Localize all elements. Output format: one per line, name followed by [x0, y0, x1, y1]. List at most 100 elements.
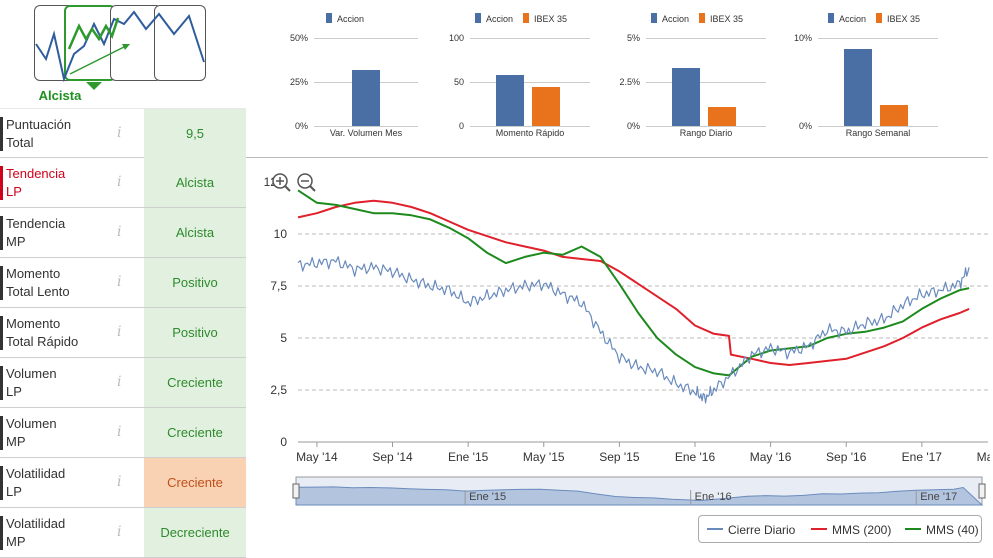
- x-tick-label: May '16: [750, 450, 792, 464]
- score-value: Creciente: [144, 358, 246, 407]
- score-label-line2: LP: [6, 184, 22, 199]
- legend-label: Accion: [337, 14, 365, 24]
- score-label-line2: LP: [6, 484, 22, 499]
- info-icon[interactable]: i: [117, 125, 122, 141]
- legend-item[interactable]: IBEX 35: [876, 13, 920, 24]
- y-tick-label: 0%: [798, 121, 812, 131]
- zoom-out-icon[interactable]: [297, 173, 316, 192]
- gridline: [818, 126, 938, 127]
- series-cierre-diario: [297, 256, 970, 404]
- score-label-line2: MP: [6, 234, 26, 249]
- trend-option-lateral[interactable]: [110, 5, 162, 81]
- legend-swatch: [876, 13, 883, 23]
- legend-swatch: [475, 13, 481, 23]
- score-value: Positivo: [144, 308, 246, 357]
- x-tick-label: Ene '15: [448, 450, 489, 464]
- y-tick-label: 0%: [294, 121, 308, 131]
- gridline: [818, 38, 938, 39]
- bar-ibex: [708, 106, 736, 126]
- legend-item[interactable]: Accion: [475, 13, 513, 24]
- legend-item[interactable]: Accion: [326, 13, 365, 24]
- x-tick-label: Sep '16: [826, 450, 867, 464]
- score-row[interactable]: Momento Total Lento i Positivo: [0, 258, 246, 308]
- score-row[interactable]: Volatilidad MP i Decreciente: [0, 508, 246, 558]
- score-table: Puntuación Total i 9,5 Tendencia LP i Alcista Te…: [0, 108, 246, 558]
- score-label-line2: MP: [6, 534, 26, 549]
- range-navigator[interactable]: Ene '15 Ene '16 Ene '17: [292, 476, 988, 506]
- navigator-series: [295, 486, 984, 506]
- mini-legend: Accion IBEX 35: [475, 13, 577, 24]
- x-axis-label: Rango Semanal: [845, 128, 911, 138]
- score-label: Tendencia LP: [6, 165, 106, 201]
- score-value: Creciente: [144, 408, 246, 457]
- y-tick-label: 0%: [626, 121, 640, 131]
- row-marker: [0, 316, 3, 350]
- row-marker: [0, 266, 3, 300]
- mini-chart: Accion 50% 25% 0% Var. Volumen Mes: [258, 0, 448, 150]
- info-icon[interactable]: i: [117, 324, 122, 340]
- info-icon[interactable]: i: [117, 524, 122, 540]
- navigator-handle-right[interactable]: [978, 483, 986, 499]
- legend-label: Cierre Diario: [728, 523, 796, 537]
- legend-line: [811, 528, 827, 530]
- zoom-in-handle: [284, 185, 291, 192]
- y-tick-label: 0: [280, 435, 287, 449]
- gridline: [314, 38, 418, 39]
- score-row[interactable]: Puntuación Total i 9,5: [0, 108, 246, 158]
- legend-item[interactable]: Accion: [828, 13, 866, 24]
- info-icon[interactable]: i: [117, 424, 122, 440]
- legend-item[interactable]: MMS (200): [811, 523, 891, 537]
- legend-item[interactable]: IBEX 35: [523, 13, 567, 24]
- score-label-line1: Puntuación: [6, 117, 72, 132]
- info-icon[interactable]: i: [117, 474, 122, 490]
- zoom-in-icon[interactable]: [272, 173, 291, 192]
- info-icon[interactable]: i: [117, 174, 122, 190]
- score-row[interactable]: Volumen LP i Creciente: [0, 358, 246, 408]
- y-tick-label: 25%: [289, 77, 308, 87]
- legend-swatch: [651, 13, 657, 23]
- row-marker: [0, 516, 3, 550]
- legend-item[interactable]: Accion: [651, 13, 689, 24]
- divider: [246, 157, 988, 158]
- bar-accion: [496, 74, 524, 126]
- row-marker: [0, 216, 3, 250]
- legend-line: [707, 528, 723, 530]
- info-icon[interactable]: i: [117, 224, 122, 240]
- info-icon[interactable]: i: [117, 274, 122, 290]
- bar-ibex: [532, 87, 560, 126]
- y-tick-label: 0: [458, 121, 464, 131]
- legend-item[interactable]: Cierre Diario: [707, 523, 795, 537]
- y-tick-label: 2,5: [270, 383, 287, 397]
- y-tick-label: 10: [274, 227, 288, 241]
- score-row[interactable]: Tendencia MP i Alcista: [0, 208, 246, 258]
- trend-sparkline-icon: [35, 10, 205, 90]
- score-value: Decreciente: [144, 508, 246, 557]
- score-label: Volatilidad MP: [6, 515, 106, 551]
- score-label: Volumen MP: [6, 415, 106, 451]
- score-label-line1: Volumen: [6, 416, 57, 431]
- score-value: Positivo: [144, 258, 246, 307]
- y-tick-label: 5%: [626, 33, 640, 43]
- score-row[interactable]: Volumen MP i Creciente: [0, 408, 246, 458]
- score-label-line2: LP: [6, 384, 22, 399]
- x-tick-label: May '15: [523, 450, 565, 464]
- score-row[interactable]: Momento Total Rápido i Positivo: [0, 308, 246, 358]
- navigator-label: Ene '17: [920, 491, 957, 503]
- bar-accion: [844, 48, 872, 126]
- legend-item[interactable]: MMS (40): [905, 523, 979, 537]
- mini-legend: Accion IBEX 35: [651, 13, 753, 24]
- gridline: [470, 38, 590, 39]
- x-axis-label: Momento Rápido: [495, 128, 565, 138]
- row-marker: [0, 117, 3, 151]
- score-row[interactable]: Volatilidad LP i Creciente: [0, 458, 246, 508]
- navigator-handle-left[interactable]: [292, 483, 300, 499]
- legend-swatch: [326, 13, 332, 23]
- score-label: Volatilidad LP: [6, 465, 106, 501]
- legend-item[interactable]: IBEX 35: [699, 13, 744, 24]
- score-row[interactable]: Tendencia LP i Alcista: [0, 158, 246, 208]
- gridline: [646, 82, 766, 83]
- score-label-line1: Momento: [6, 316, 61, 331]
- legend-label: IBEX 35: [710, 14, 744, 24]
- info-icon[interactable]: i: [117, 374, 122, 390]
